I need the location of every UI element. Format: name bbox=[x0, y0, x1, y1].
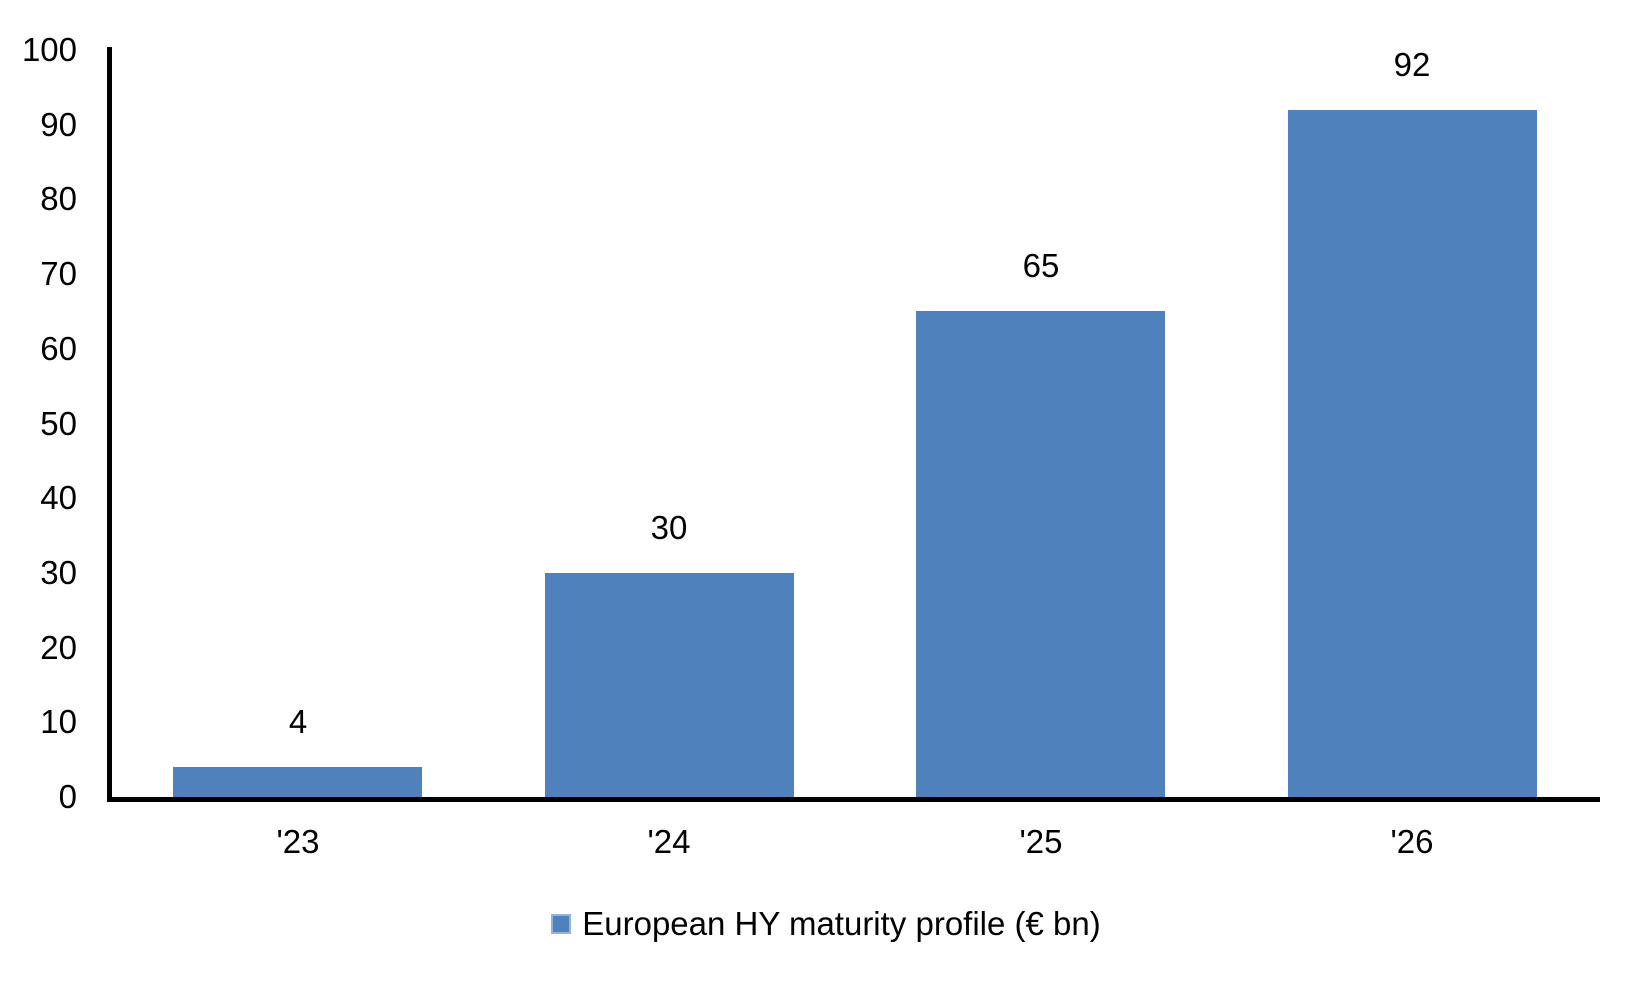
bar-24 bbox=[545, 573, 794, 797]
y-tick-label: 60 bbox=[40, 330, 77, 367]
y-tick-label: 100 bbox=[21, 31, 77, 68]
y-axis-line bbox=[107, 47, 112, 802]
bar-23 bbox=[173, 767, 422, 797]
x-tick-label: '23 bbox=[276, 823, 320, 860]
y-tick-label: 0 bbox=[58, 778, 77, 815]
y-tick-label: 50 bbox=[40, 405, 77, 442]
x-tick-label: '24 bbox=[647, 823, 691, 860]
y-tick-label: 40 bbox=[40, 479, 77, 516]
x-tick-label: '26 bbox=[1390, 823, 1434, 860]
legend: European HY maturity profile (€ bn) bbox=[0, 902, 1652, 946]
y-tick-label: 20 bbox=[40, 629, 77, 666]
bar-value-label: 4 bbox=[288, 703, 308, 740]
x-tick-label: '25 bbox=[1019, 823, 1063, 860]
legend-marker-icon bbox=[551, 914, 572, 934]
y-tick-label: 90 bbox=[40, 106, 77, 143]
legend-label: European HY maturity profile (€ bn) bbox=[582, 905, 1101, 942]
bar-26 bbox=[1288, 110, 1537, 797]
bar-value-label: 65 bbox=[1022, 247, 1060, 284]
bar-value-label: 30 bbox=[650, 509, 688, 546]
x-axis-line bbox=[107, 797, 1600, 802]
y-tick-label: 70 bbox=[40, 255, 77, 292]
y-tick-label: 10 bbox=[40, 703, 77, 740]
bar-25 bbox=[916, 311, 1165, 797]
y-tick-label: 30 bbox=[40, 554, 77, 591]
y-tick-label: 80 bbox=[40, 180, 77, 217]
bar-value-label: 92 bbox=[1393, 46, 1431, 83]
